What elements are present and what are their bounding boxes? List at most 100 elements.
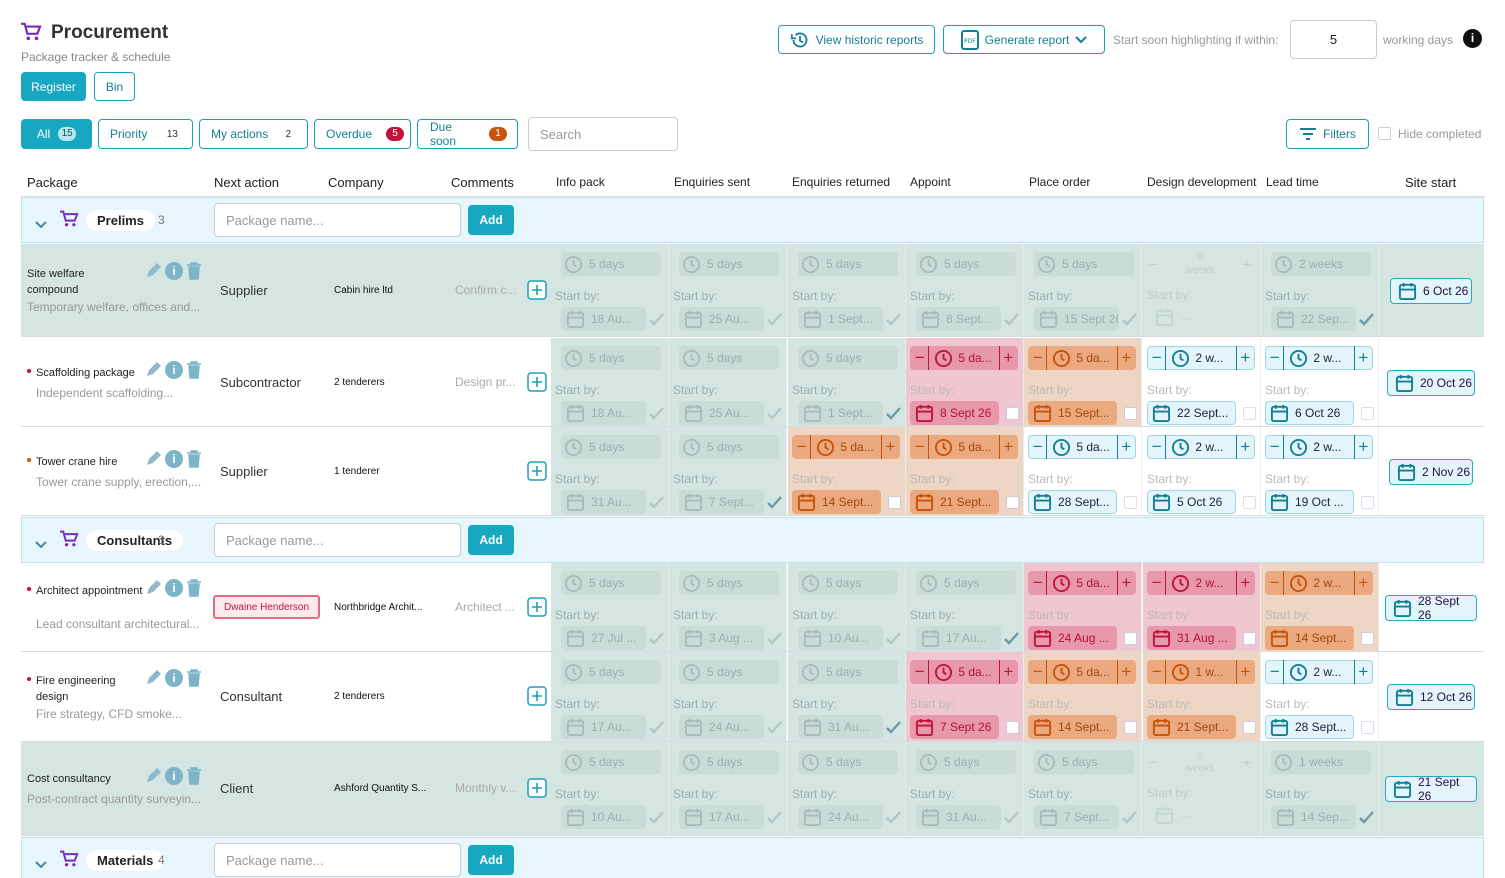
chevron-down-icon[interactable] [35,861,47,869]
complete-checkbox[interactable] [1243,632,1256,645]
check-icon[interactable] [649,721,664,734]
col-next-action[interactable]: Next action [214,174,280,190]
check-icon[interactable] [649,496,664,509]
chevron-down-icon[interactable] [35,221,47,229]
minus-icon[interactable]: − [1269,348,1280,367]
table-row[interactable]: Tower crane hire Tower crane supply, erec… [21,427,1484,516]
plus-icon[interactable]: + [1358,573,1369,592]
add-comment-icon[interactable] [527,461,547,481]
plus-icon[interactable]: + [1240,662,1251,681]
check-icon[interactable] [1122,811,1137,824]
complete-checkbox[interactable] [1006,721,1019,734]
check-icon[interactable] [649,407,664,420]
minus-icon[interactable]: − [1269,662,1280,681]
group-name[interactable]: Consultants [86,530,184,551]
plus-icon[interactable]: + [1003,437,1014,456]
minus-icon[interactable]: − [1032,573,1043,592]
complete-checkbox[interactable] [1361,632,1374,645]
duration-stepper[interactable]: − 5 da... + [792,435,900,459]
check-icon[interactable] [886,632,901,645]
register-tab[interactable]: Register [21,72,86,101]
table-row[interactable]: Scaffolding package Independent scaffoldi… [21,338,1484,427]
check-icon[interactable] [886,407,901,420]
start-date[interactable]: 25 Au... [679,401,764,425]
start-date[interactable]: 21 Sept... [1147,715,1236,739]
col-lead-time[interactable]: Lead time [1266,175,1319,189]
complete-checkbox[interactable] [1243,496,1256,509]
add-comment-icon[interactable] [527,597,547,617]
pencil-icon[interactable] [144,767,162,785]
table-row[interactable]: Cost consultancy Post-contract quantity s… [21,742,1484,836]
minus-icon[interactable]: − [1269,437,1280,456]
minus-icon[interactable]: − [1151,573,1162,592]
info-icon[interactable]: i [165,669,183,687]
start-soon-input[interactable]: 5 [1290,20,1377,59]
check-icon[interactable] [767,811,782,824]
duration-stepper[interactable]: − 2 w... + [1147,346,1255,370]
package-name[interactable]: Scaffolding package [36,367,135,379]
start-date[interactable]: 3 Aug ... [679,626,764,650]
duration-stepper[interactable]: − 2 w... + [1265,435,1373,459]
start-date[interactable]: 8 Sept... [916,307,1001,331]
package-name-input[interactable]: Package name... [214,843,461,877]
plus-icon[interactable]: + [885,437,896,456]
start-date[interactable]: 17 Au... [916,626,1001,650]
filter-priority[interactable]: Priority 13 [98,119,193,149]
filter-due-soon[interactable]: Due soon 1 [417,119,518,149]
package-name-input[interactable]: Package name... [214,203,461,237]
check-icon[interactable] [649,313,664,326]
info-icon[interactable]: i [165,262,183,280]
info-icon[interactable]: i [165,579,183,597]
start-date[interactable]: 10 Au... [561,805,646,829]
plus-icon[interactable]: + [1240,573,1251,592]
table-row[interactable]: Architect appointment Lead consultant arc… [21,563,1484,652]
filters-button[interactable]: Filters [1286,119,1369,149]
info-icon[interactable]: i [1463,29,1482,48]
duration-stepper[interactable]: − 5 da... + [1028,571,1136,595]
add-package-button[interactable]: Add [468,205,514,235]
start-date[interactable]: 28 Sept... [1265,715,1354,739]
col-enquiries-returned[interactable]: Enquiries returned [792,175,891,189]
check-icon[interactable] [649,811,664,824]
duration-stepper[interactable]: − 5 da... + [1028,660,1136,684]
start-date[interactable]: 17 Au... [561,715,646,739]
start-date[interactable]: 1 Sept... [798,307,883,331]
check-icon[interactable] [886,313,901,326]
check-icon[interactable] [1004,313,1019,326]
start-date[interactable]: 27 Jul ... [561,626,646,650]
duration-stepper[interactable]: − 1 w... + [1147,660,1255,684]
complete-checkbox[interactable] [1361,496,1374,509]
start-date[interactable]: 5 Oct 26 [1147,490,1236,514]
duration-stepper[interactable]: − 5 da... + [910,346,1018,370]
add-comment-icon[interactable] [527,778,547,798]
package-name[interactable]: Tower crane hire [36,456,118,468]
generate-report-button[interactable]: PDF Generate report [943,25,1105,54]
start-date[interactable]: 22 Sep... [1271,307,1356,331]
check-icon[interactable] [1122,313,1137,326]
start-date[interactable]: 24 Aug ... [1028,626,1117,650]
plus-icon[interactable]: + [1358,348,1369,367]
start-date[interactable]: 17 Au... [679,805,764,829]
col-place-order[interactable]: Place order [1029,175,1091,189]
start-date[interactable]: 31 Au... [561,490,646,514]
start-date[interactable]: 8 Sept 26 [910,401,999,425]
col-info-pack[interactable]: Info pack [556,175,605,189]
package-name-input[interactable]: Package name... [214,523,461,557]
filter-my-actions[interactable]: My actions 2 [199,119,308,149]
check-icon[interactable] [767,496,782,509]
plus-icon[interactable]: + [1003,662,1014,681]
hide-completed-checkbox[interactable] [1378,127,1391,140]
col-site-start[interactable]: Site start [1405,174,1457,190]
trash-icon[interactable] [186,450,202,468]
complete-checkbox[interactable] [1361,407,1374,420]
plus-icon[interactable]: + [1358,437,1369,456]
duration-stepper[interactable]: − 2 w... + [1147,435,1255,459]
start-date[interactable]: 14 Sept... [1028,715,1117,739]
start-date[interactable]: 6 Oct 26 [1265,401,1354,425]
trash-icon[interactable] [186,262,202,280]
minus-icon[interactable]: − [1151,437,1162,456]
start-date[interactable]: 31 Au... [798,715,883,739]
package-name[interactable]: Fire engineering design [36,675,116,703]
duration-stepper[interactable]: − 2 w... + [1265,571,1373,595]
minus-icon[interactable]: − [914,437,925,456]
